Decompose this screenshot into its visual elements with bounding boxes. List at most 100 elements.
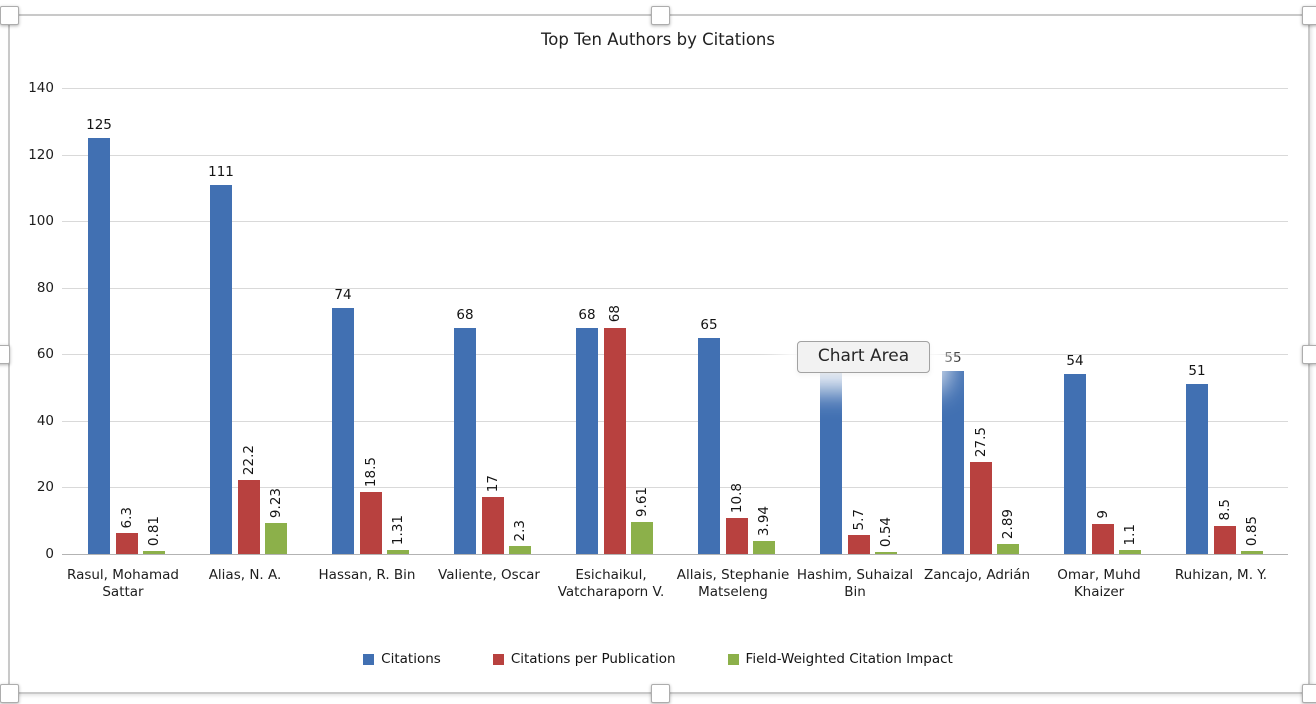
bar-value-label: 125 [86, 116, 112, 133]
bar-value-label: 0.85 [1243, 516, 1260, 547]
bar[interactable] [482, 497, 504, 554]
bar[interactable] [1214, 525, 1236, 554]
chart-legend[interactable]: Citations Citations per Publication Field-… [0, 648, 1316, 670]
y-axis-tick-label: 60 [36, 346, 54, 363]
legend-label: Citations [381, 651, 441, 667]
legend-label: Citations per Publication [510, 651, 676, 667]
legend-label: Field-Weighted Citation Impact [745, 651, 953, 667]
bar-value-label: 65 [700, 316, 718, 333]
resize-handle-left-middle[interactable] [0, 344, 10, 364]
legend-item[interactable]: Citations per Publication [492, 651, 676, 667]
bar-value-label: 54 [1066, 353, 1084, 370]
resize-handle-top-right[interactable] [1301, 5, 1316, 25]
bar[interactable] [753, 540, 775, 554]
y-axis-tick-label: 120 [28, 146, 54, 163]
bar[interactable] [1064, 374, 1086, 554]
x-axis-category-label[interactable]: Valiente, Oscar [438, 567, 540, 583]
bar-value-label: 74 [334, 286, 352, 303]
bar-value-label: 17 [484, 475, 501, 493]
bar-value-label: 22.2 [240, 445, 257, 476]
gridline [62, 221, 1288, 223]
bar[interactable] [210, 184, 232, 554]
resize-handle-bottom-middle[interactable] [650, 683, 670, 703]
x-axis-category-label[interactable]: Allais, Stephanie Matseleng [676, 567, 790, 600]
bar[interactable] [88, 137, 110, 554]
bar-value-label: 1.31 [389, 514, 406, 545]
bar-value-label: 8.5 [1216, 499, 1233, 521]
gridline [62, 354, 1288, 356]
bar[interactable] [848, 535, 870, 554]
bar-value-label: 68 [578, 306, 596, 323]
bar[interactable] [726, 518, 748, 554]
x-axis-category-label[interactable]: Hashim, Suhaizal Bin [796, 567, 914, 600]
bar[interactable] [942, 370, 964, 554]
bar-value-label: 9.61 [633, 486, 650, 518]
gridline [62, 287, 1288, 289]
resize-handle-bottom-right[interactable] [1301, 683, 1316, 703]
bar-value-label: 27.5 [972, 427, 989, 458]
bar[interactable] [238, 480, 260, 554]
bar[interactable] [631, 522, 653, 554]
bar[interactable] [387, 549, 409, 554]
bar[interactable] [875, 552, 897, 554]
bar[interactable] [1119, 550, 1141, 554]
legend-swatch-icon [363, 653, 375, 665]
resize-handle-bottom-left[interactable] [0, 683, 19, 703]
y-axis-tick-label: 80 [36, 279, 54, 296]
resize-handle-top-middle[interactable] [650, 5, 670, 25]
x-axis-category-label[interactable]: Hassan, R. Bin [318, 567, 416, 583]
bar[interactable] [1092, 524, 1114, 554]
legend-swatch-icon [727, 653, 739, 665]
legend-item[interactable]: Citations [363, 651, 441, 667]
bar[interactable] [576, 327, 598, 554]
x-axis-line [62, 554, 1288, 555]
gridline [62, 420, 1288, 422]
bar[interactable] [265, 523, 287, 554]
x-axis-category-label[interactable]: Omar, Muhd Khaizer [1057, 567, 1141, 600]
bar-value-label: 5.7 [850, 508, 867, 531]
bar-value-label: 2.89 [999, 509, 1016, 540]
x-axis-category-label[interactable]: Ruhizan, M. Y. [1174, 567, 1268, 583]
bar[interactable] [143, 551, 165, 554]
x-axis-category-label[interactable]: Rasul, Mohamad Sattar [66, 567, 179, 600]
bar-value-label: 6.3 [118, 506, 135, 529]
bar-value-label: 68 [606, 305, 623, 323]
legend-item[interactable]: Field-Weighted Citation Impact [727, 651, 953, 667]
bar-value-label: 68 [456, 306, 474, 323]
bar[interactable] [332, 307, 354, 554]
resize-handle-right-middle[interactable] [1301, 344, 1316, 364]
bar[interactable] [360, 492, 382, 554]
bar[interactable] [820, 360, 842, 554]
chart-area-tooltip: Chart Area [797, 341, 930, 373]
bar-value-label: 55 [944, 349, 962, 366]
bar-value-label: 51 [1188, 363, 1206, 380]
gridline [62, 154, 1288, 156]
resize-handle-top-left[interactable] [0, 5, 19, 25]
bar-value-label: 0.81 [145, 516, 162, 547]
bar[interactable] [698, 337, 720, 554]
bar-value-label: 9.23 [267, 488, 284, 519]
legend-swatch-icon [492, 653, 504, 665]
x-axis-category-label[interactable]: Esichaikul, Vatcharaporn V. [557, 567, 665, 600]
x-axis-category-label[interactable]: Alias, N. A. [208, 567, 282, 583]
bar[interactable] [604, 327, 626, 554]
y-axis-tick-label: 20 [36, 479, 54, 496]
bar-value-label: 10.8 [728, 483, 745, 514]
bar[interactable] [454, 327, 476, 554]
bar[interactable] [970, 462, 992, 554]
gridline [62, 88, 1288, 89]
bar-value-label: 2.3 [511, 519, 528, 542]
chart-title: Top Ten Authors by Citations [541, 30, 775, 49]
bar[interactable] [116, 533, 138, 554]
y-axis-tick-label: 100 [28, 213, 54, 230]
bar[interactable] [509, 546, 531, 554]
x-axis-category-label[interactable]: Zancajo, Adrián [923, 567, 1031, 583]
bar[interactable] [997, 544, 1019, 554]
y-axis-tick-label: 140 [28, 80, 54, 96]
bar-value-label: 1.1 [1121, 523, 1138, 546]
gridline [62, 487, 1288, 489]
bar-value-label: 0.54 [877, 517, 894, 548]
bar[interactable] [1241, 551, 1263, 554]
bar[interactable] [1186, 384, 1208, 554]
